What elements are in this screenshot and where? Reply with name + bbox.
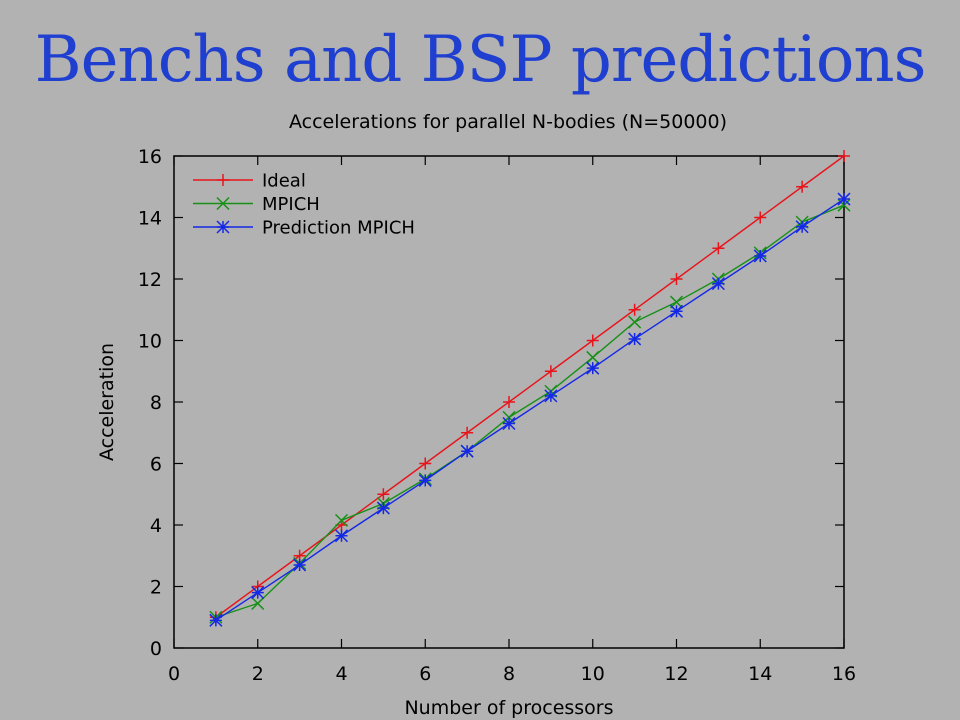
x-axis-label: Number of processors xyxy=(404,697,613,719)
data-point xyxy=(586,350,600,364)
legend-label: Prediction MPICH xyxy=(262,218,415,239)
data-point xyxy=(461,426,474,439)
legend-label: MPICH xyxy=(262,194,320,215)
slide-title: Benchs and BSP predictions xyxy=(34,23,927,97)
data-point xyxy=(837,192,851,206)
data-point xyxy=(502,416,516,431)
data-point xyxy=(669,295,684,309)
y-tick-label: 10 xyxy=(138,331,162,353)
y-tick-label: 0 xyxy=(150,638,162,660)
legend-item: Prediction MPICH xyxy=(193,218,415,239)
x-tick-label: 0 xyxy=(168,663,180,685)
data-point xyxy=(670,273,683,285)
data-point xyxy=(754,211,767,224)
series-3 xyxy=(209,192,851,627)
data-point xyxy=(376,501,390,515)
legend-item: Ideal xyxy=(193,171,306,192)
y-tick-label: 12 xyxy=(138,269,162,291)
data-point xyxy=(544,365,557,378)
y-axis: 0 2 4 6 8 10 12 14 16 xyxy=(138,146,844,660)
y-tick-label: 4 xyxy=(150,515,162,537)
data-point xyxy=(209,613,223,627)
data-point xyxy=(334,513,349,527)
data-point xyxy=(503,396,515,408)
y-tick-label: 6 xyxy=(150,454,162,476)
series-line xyxy=(215,198,845,621)
x-tick-label: 16 xyxy=(832,663,856,685)
data-point xyxy=(628,332,642,346)
data-point xyxy=(712,242,725,255)
legend-marker xyxy=(216,196,230,211)
series-line xyxy=(215,155,845,618)
data-point xyxy=(795,220,809,234)
data-point xyxy=(377,488,390,501)
data-point xyxy=(628,303,641,316)
series-line xyxy=(215,204,845,618)
data-point xyxy=(796,180,809,193)
data-point xyxy=(460,444,474,458)
data-point xyxy=(711,277,725,291)
y-tick-label: 2 xyxy=(150,577,162,599)
legend-marker xyxy=(216,220,230,234)
data-point xyxy=(334,529,349,543)
x-tick-label: 14 xyxy=(748,663,772,685)
x-tick-label: 8 xyxy=(503,663,515,685)
data-point xyxy=(838,150,850,162)
x-tick-label: 10 xyxy=(581,663,605,685)
x-tick-label: 6 xyxy=(419,663,431,685)
data-point xyxy=(669,304,684,318)
data-point xyxy=(293,558,307,572)
y-tick-label: 14 xyxy=(138,208,162,230)
data-point xyxy=(586,361,600,375)
data-point xyxy=(586,334,599,347)
y-tick-label: 16 xyxy=(138,146,162,168)
x-tick-label: 12 xyxy=(664,663,688,685)
data-point xyxy=(251,596,265,610)
y-axis-label: Acceleration xyxy=(96,343,118,461)
legend-label: Ideal xyxy=(262,171,306,192)
data-point xyxy=(544,389,558,403)
y-tick-label: 8 xyxy=(150,392,162,414)
data-point xyxy=(251,586,265,600)
x-tick-label: 4 xyxy=(335,663,347,685)
legend-item: MPICH xyxy=(193,194,320,215)
series-layer xyxy=(209,150,851,627)
data-point xyxy=(419,457,432,470)
data-point xyxy=(753,249,767,263)
data-point xyxy=(628,315,642,329)
data-point xyxy=(418,473,432,487)
legend-marker xyxy=(217,174,229,186)
x-axis: 0 2 4 6 8 10 12 14 16 xyxy=(168,156,856,685)
x-tick-label: 2 xyxy=(252,663,264,685)
chart-title: Accelerations for parallel N-bodies (N=5… xyxy=(289,111,727,133)
